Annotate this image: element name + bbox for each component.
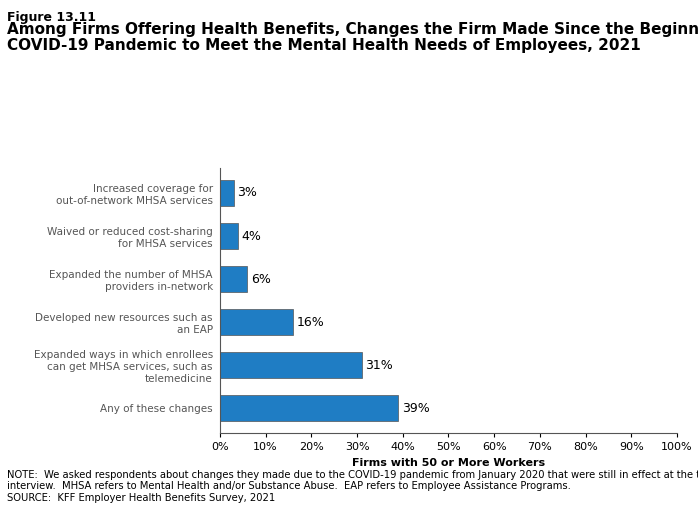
Bar <box>220 309 293 335</box>
X-axis label: Firms with 50 or More Workers: Firms with 50 or More Workers <box>352 458 545 468</box>
Text: 6%: 6% <box>251 272 271 286</box>
Text: interview.  MHSA refers to Mental Health and/or Substance Abuse.  EAP refers to : interview. MHSA refers to Mental Health … <box>7 481 571 491</box>
Text: 4%: 4% <box>242 229 262 243</box>
Text: 3%: 3% <box>237 186 257 200</box>
Bar <box>220 266 247 292</box>
Text: NOTE:  We asked respondents about changes they made due to the COVID-19 pandemic: NOTE: We asked respondents about changes… <box>7 470 698 480</box>
Bar <box>220 223 238 249</box>
Text: 31%: 31% <box>365 359 393 372</box>
Bar <box>220 395 398 421</box>
Text: Among Firms Offering Health Benefits, Changes the Firm Made Since the Beginning : Among Firms Offering Health Benefits, Ch… <box>7 22 698 37</box>
Bar <box>220 352 362 378</box>
Text: 39%: 39% <box>402 402 429 415</box>
Text: 16%: 16% <box>297 316 325 329</box>
Bar <box>220 180 234 206</box>
Text: Figure 13.11: Figure 13.11 <box>7 10 96 24</box>
Text: COVID-19 Pandemic to Meet the Mental Health Needs of Employees, 2021: COVID-19 Pandemic to Meet the Mental Hea… <box>7 38 641 54</box>
Text: SOURCE:  KFF Employer Health Benefits Survey, 2021: SOURCE: KFF Employer Health Benefits Sur… <box>7 493 275 503</box>
